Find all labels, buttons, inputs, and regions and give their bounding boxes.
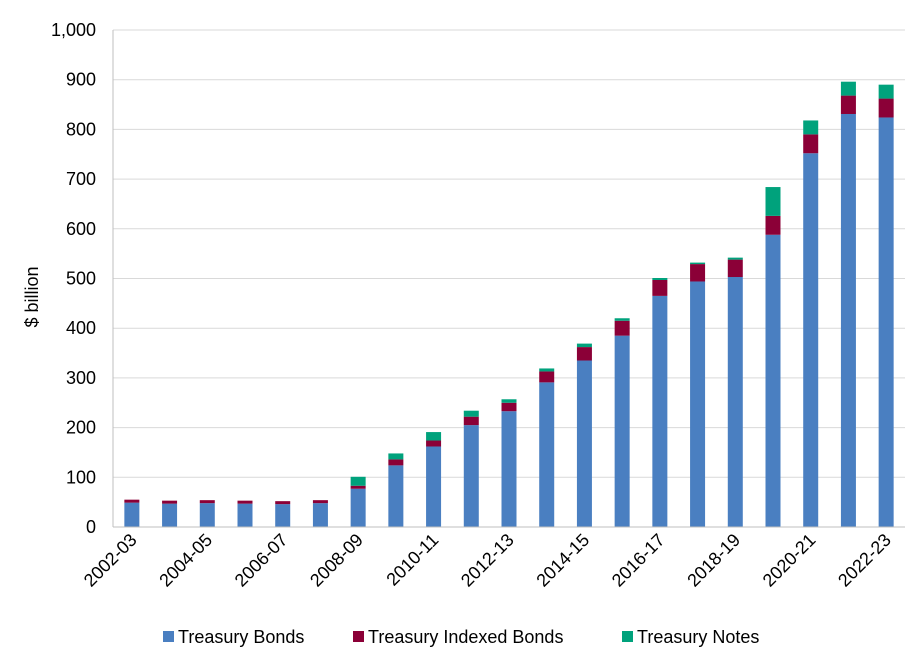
bar-segment-treasury-indexed-bonds bbox=[124, 499, 140, 503]
bar-segment-treasury-bonds bbox=[840, 113, 856, 528]
bar-segment-treasury-bonds bbox=[652, 295, 668, 527]
bar-segment-treasury-notes bbox=[878, 84, 894, 99]
bar-segment-treasury-bonds bbox=[199, 503, 215, 527]
x-tick-labels: 2002-03 2004-05 2006-07 2008-09 2010-11 2012-… bbox=[80, 530, 895, 591]
bar-segment-treasury-indexed-bonds bbox=[765, 215, 781, 235]
bar-segment-treasury-bonds bbox=[275, 504, 291, 527]
bar-segment-treasury-indexed-bonds bbox=[350, 485, 366, 489]
legend-label: Treasury Indexed Bonds bbox=[368, 627, 563, 647]
bar-segment-treasury-notes bbox=[576, 343, 592, 348]
bar-segment-treasury-bonds bbox=[539, 382, 555, 527]
bar-segment-treasury-bonds bbox=[463, 425, 479, 527]
bar-segment-treasury-bonds bbox=[350, 488, 366, 527]
bar-segment-treasury-notes bbox=[426, 432, 442, 441]
gridlines bbox=[113, 29, 905, 478]
bar-segment-treasury-notes bbox=[690, 262, 706, 265]
bar-segment-treasury-bonds bbox=[388, 465, 404, 527]
bar-segment-treasury-indexed-bonds bbox=[275, 501, 291, 505]
bar-segment-treasury-indexed-bonds bbox=[388, 459, 404, 466]
x-tick-label: 2008-09 bbox=[306, 530, 367, 591]
bar-segment-treasury-bonds bbox=[162, 503, 178, 527]
legend-label: Treasury Bonds bbox=[178, 627, 304, 647]
bar-segment-treasury-bonds bbox=[312, 503, 328, 527]
bar-segment-treasury-indexed-bonds bbox=[199, 500, 215, 504]
bar-segment-treasury-indexed-bonds bbox=[463, 416, 479, 426]
y-tick-label: 1,000 bbox=[51, 20, 96, 40]
bar-segment-treasury-indexed-bonds bbox=[539, 371, 555, 383]
bar-segment-treasury-notes bbox=[840, 81, 856, 96]
y-tick-label: 600 bbox=[66, 219, 96, 239]
bar-segment-treasury-notes bbox=[652, 278, 668, 280]
legend-swatch bbox=[622, 631, 633, 642]
bar-segment-treasury-bonds bbox=[124, 502, 140, 527]
y-tick-label: 200 bbox=[66, 418, 96, 438]
bar-segment-treasury-notes bbox=[727, 257, 743, 260]
bar-segment-treasury-indexed-bonds bbox=[878, 98, 894, 118]
x-tick-label: 2022-23 bbox=[834, 530, 895, 591]
y-tick-label: 700 bbox=[66, 169, 96, 189]
y-tick-label: 100 bbox=[66, 467, 96, 487]
bar-segment-treasury-bonds bbox=[501, 411, 517, 527]
bar-segment-treasury-bonds bbox=[765, 234, 781, 527]
bar-segment-treasury-indexed-bonds bbox=[840, 95, 856, 114]
bar-segment-treasury-bonds bbox=[426, 446, 442, 527]
bar-segment-treasury-notes bbox=[463, 410, 479, 417]
x-tick-label: 2004-05 bbox=[155, 530, 216, 591]
bar-segment-treasury-indexed-bonds bbox=[426, 440, 442, 447]
bar-segment-treasury-notes bbox=[765, 187, 781, 216]
bar-segment-treasury-indexed-bonds bbox=[727, 259, 743, 278]
bar-segment-treasury-indexed-bonds bbox=[652, 279, 668, 296]
legend-swatch bbox=[353, 631, 364, 642]
y-tick-label: 800 bbox=[66, 119, 96, 139]
x-tick-label: 2016-17 bbox=[608, 530, 669, 591]
bar-segment-treasury-bonds bbox=[237, 503, 253, 527]
bar-segment-treasury-indexed-bonds bbox=[312, 500, 328, 504]
y-tick-label: 900 bbox=[66, 70, 96, 90]
y-tick-label: 300 bbox=[66, 368, 96, 388]
bar-segment-treasury-notes bbox=[539, 368, 555, 372]
x-tick-label: 2014-15 bbox=[532, 530, 593, 591]
bar-segment-treasury-notes bbox=[614, 318, 630, 321]
bar-segment-treasury-indexed-bonds bbox=[162, 500, 178, 504]
legend-swatch bbox=[163, 631, 174, 642]
bar-segment-treasury-notes bbox=[803, 120, 819, 135]
bar-segment-treasury-bonds bbox=[803, 153, 819, 528]
bar-segment-treasury-bonds bbox=[727, 277, 743, 527]
bar-segment-treasury-indexed-bonds bbox=[690, 264, 706, 282]
x-tick-label: 2006-07 bbox=[231, 530, 292, 591]
y-tick-label: 400 bbox=[66, 318, 96, 338]
bar-segment-treasury-indexed-bonds bbox=[501, 402, 517, 412]
legend: Treasury Bonds Treasury Indexed Bonds Trea… bbox=[163, 627, 759, 647]
bar-segment-treasury-bonds bbox=[690, 281, 706, 527]
x-tick-label: 2010-11 bbox=[382, 530, 442, 590]
bars bbox=[124, 81, 894, 528]
bar-segment-treasury-indexed-bonds bbox=[614, 320, 630, 336]
bar-segment-treasury-indexed-bonds bbox=[576, 347, 592, 361]
bar-segment-treasury-bonds bbox=[878, 117, 894, 528]
bar-segment-treasury-notes bbox=[388, 453, 404, 460]
bar-segment-treasury-indexed-bonds bbox=[237, 500, 253, 504]
bar-segment-treasury-notes bbox=[350, 476, 366, 486]
bar-segment-treasury-bonds bbox=[614, 335, 630, 527]
axes bbox=[112, 30, 905, 528]
x-tick-label: 2018-19 bbox=[683, 530, 744, 591]
bar-segment-treasury-indexed-bonds bbox=[803, 134, 819, 154]
x-tick-label: 2020-21 bbox=[759, 530, 820, 591]
x-tick-label: 2002-03 bbox=[80, 530, 141, 591]
y-tick-label: 500 bbox=[66, 269, 96, 289]
y-tick-labels: 0 100 200 300 400 500 600 700 800 900 1,000 bbox=[51, 20, 96, 537]
y-tick-label: 0 bbox=[86, 517, 96, 537]
bar-segment-treasury-bonds bbox=[576, 360, 592, 527]
legend-label: Treasury Notes bbox=[637, 627, 759, 647]
y-axis-title: $ billion bbox=[22, 266, 42, 327]
bar-segment-treasury-notes bbox=[501, 399, 517, 403]
x-tick-label: 2012-13 bbox=[457, 530, 518, 591]
